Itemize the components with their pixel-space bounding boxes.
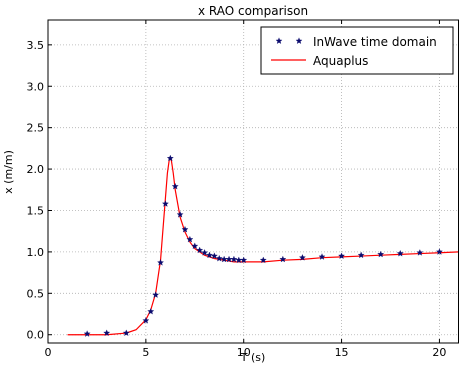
x-tick-label: 15 [335, 346, 349, 359]
data-point-inwave [215, 254, 223, 262]
data-point-inwave [436, 248, 443, 255]
data-point-inwave [240, 256, 248, 264]
data-point-inwave [166, 154, 174, 162]
data-point-inwave [162, 200, 169, 207]
x-tick-label: 0 [45, 346, 52, 359]
y-tick-label: 3.0 [27, 80, 45, 93]
legend-box [260, 26, 454, 75]
data-point-inwave [318, 253, 326, 260]
legend-label-aquaplus: Aquaplus [313, 54, 368, 68]
data-point-inwave [299, 254, 306, 261]
data-point-inwave [181, 225, 189, 233]
data-point-inwave [122, 329, 130, 336]
data-point-inwave [171, 182, 179, 190]
data-point-inwave [201, 249, 208, 256]
legend-label-inwave: InWave time domain [313, 35, 437, 49]
data-point-inwave [191, 242, 199, 250]
legend: InWave time domain Aquaplus [260, 26, 454, 75]
y-tick-label: 3.5 [27, 39, 45, 52]
y-tick-label: 2.5 [27, 122, 45, 135]
x-tick-label: 20 [432, 346, 446, 359]
data-point-inwave [206, 251, 213, 259]
y-tick-label: 1.5 [27, 204, 45, 217]
legend-marker-inwave [275, 37, 283, 44]
data-point-inwave [152, 291, 160, 298]
data-point-inwave [377, 250, 385, 258]
data-point-inwave [157, 259, 164, 266]
axes: 0 5 10 15 20 0.0 0.5 1.0 1.5 2.0 2.5 3.0 3.5 [27, 19, 459, 359]
data-point-inwave [103, 329, 111, 336]
y-tick-label: 2.0 [27, 163, 45, 176]
x-tick-label: 5 [142, 346, 149, 359]
data-point-inwave [176, 211, 184, 218]
y-tick-label: 0.0 [27, 329, 45, 342]
data-point-inwave [83, 330, 91, 337]
data-point-inwave [357, 251, 365, 259]
data-point-inwave [142, 317, 150, 324]
chart-title: x RAO comparison [198, 4, 308, 18]
data-point-inwave [196, 246, 204, 254]
data-point-inwave [396, 249, 404, 257]
series-line-aquaplus [67, 158, 459, 336]
data-layer [67, 154, 459, 337]
y-tick-label: 0.5 [27, 287, 45, 300]
data-point-inwave [230, 255, 238, 263]
data-point-inwave [338, 252, 345, 259]
data-point-inwave [416, 249, 424, 256]
data-point-inwave [186, 235, 194, 243]
data-point-inwave [210, 252, 218, 259]
data-point-inwave [147, 307, 155, 315]
data-point-inwave [259, 256, 267, 264]
x-tick-label: 10 [237, 346, 251, 359]
y-axis-label: x (m/m) [2, 150, 15, 194]
data-point-inwave [279, 255, 287, 263]
x-axis-label: T (s) [240, 351, 266, 364]
legend-marker-inwave [295, 37, 303, 44]
y-tick-label: 1.0 [27, 246, 45, 259]
